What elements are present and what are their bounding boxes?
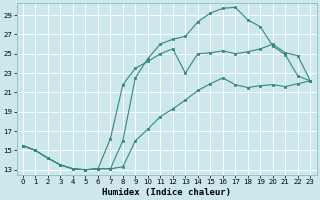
X-axis label: Humidex (Indice chaleur): Humidex (Indice chaleur): [102, 188, 231, 197]
